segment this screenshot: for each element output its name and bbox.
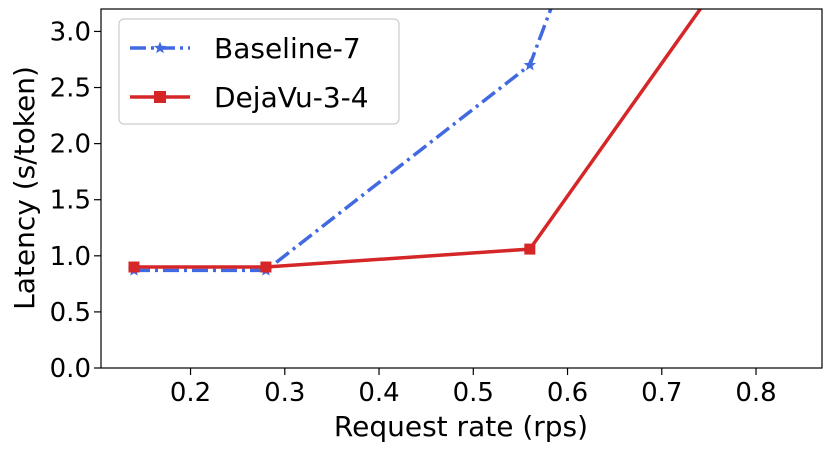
x-axis-label: Request rate (rps)	[334, 410, 588, 443]
legend-marker-square-icon	[154, 91, 166, 103]
y-tick-label: 0.0	[50, 354, 91, 384]
x-tick-label: 0.4	[358, 378, 399, 408]
x-tick-label: 0.3	[264, 378, 305, 408]
x-tick-label: 0.5	[453, 378, 494, 408]
data-point-star	[523, 58, 537, 71]
legend-marker-star-icon	[153, 41, 167, 54]
y-tick-label: 3.0	[50, 17, 91, 47]
x-tick-label: 0.2	[170, 378, 211, 408]
data-point-square	[128, 261, 140, 273]
data-point-square	[260, 261, 272, 273]
y-tick-label: 1.0	[50, 242, 91, 272]
x-tick-label: 0.8	[735, 378, 776, 408]
series-line-baseline-7	[133, 9, 553, 273]
x-tick-label: 0.7	[641, 378, 682, 408]
y-tick-label: 0.5	[50, 298, 91, 328]
data-point-square	[524, 243, 536, 255]
legend: Baseline-7 DejaVu-3-4	[118, 18, 400, 125]
y-tick-label: 1.5	[50, 186, 91, 216]
series-line-dejavu-3-4	[133, 9, 703, 269]
legend-label-baseline: Baseline-7	[214, 32, 361, 65]
y-tick-label: 2.0	[50, 130, 91, 160]
y-tick-label: 2.5	[50, 74, 91, 104]
x-tick-label: 0.6	[547, 378, 588, 408]
plot-frame	[100, 8, 823, 369]
legend-label-dejavu: DejaVu-3-4	[214, 81, 369, 114]
y-axis-label: Latency (s/token)	[8, 66, 41, 310]
